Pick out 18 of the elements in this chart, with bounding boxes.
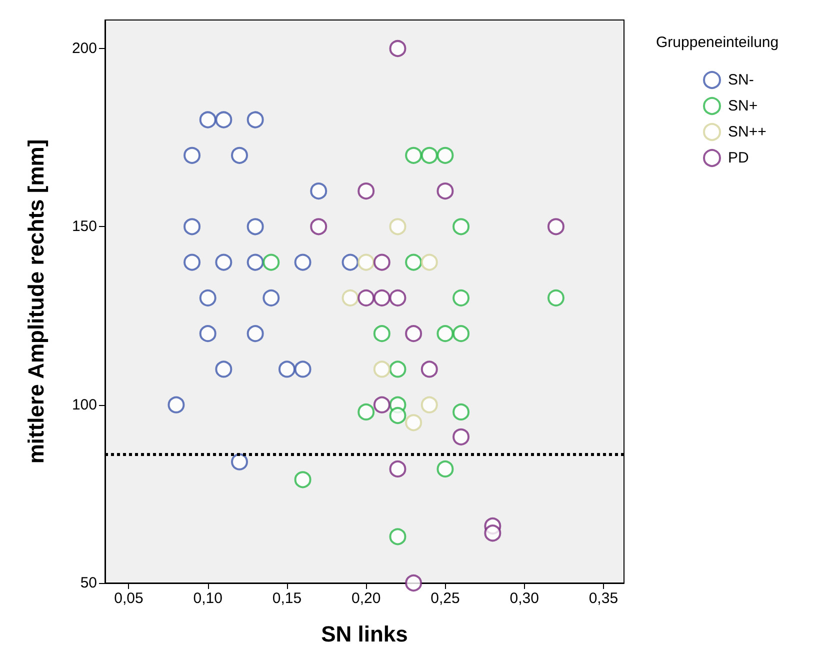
y-tick-label: 200 — [72, 40, 97, 58]
legend-title: Gruppeneinteilung — [656, 34, 779, 51]
x-tick-label: 0,35 — [588, 590, 618, 607]
x-tick-label: 0,30 — [510, 590, 539, 607]
y-tick-label: 50 — [80, 574, 97, 592]
x-tick-label: 0,05 — [114, 590, 144, 607]
y-tick-label: 100 — [72, 396, 97, 414]
x-tick-label: 0,25 — [430, 590, 460, 607]
legend-label: SN- — [728, 72, 754, 88]
legend-label: SN++ — [728, 124, 767, 140]
legend-label: PD — [728, 150, 750, 166]
x-tick-label: 0,20 — [351, 590, 381, 607]
x-tick-label: 0,15 — [272, 590, 302, 607]
legend-label: SN+ — [728, 98, 758, 114]
x-axis-title: SN links — [321, 622, 408, 646]
y-axis-title: mittlere Amplitude rechts [mm] — [24, 139, 48, 464]
y-tick-label: 150 — [72, 218, 97, 236]
x-tick-label: 0,10 — [193, 590, 222, 607]
